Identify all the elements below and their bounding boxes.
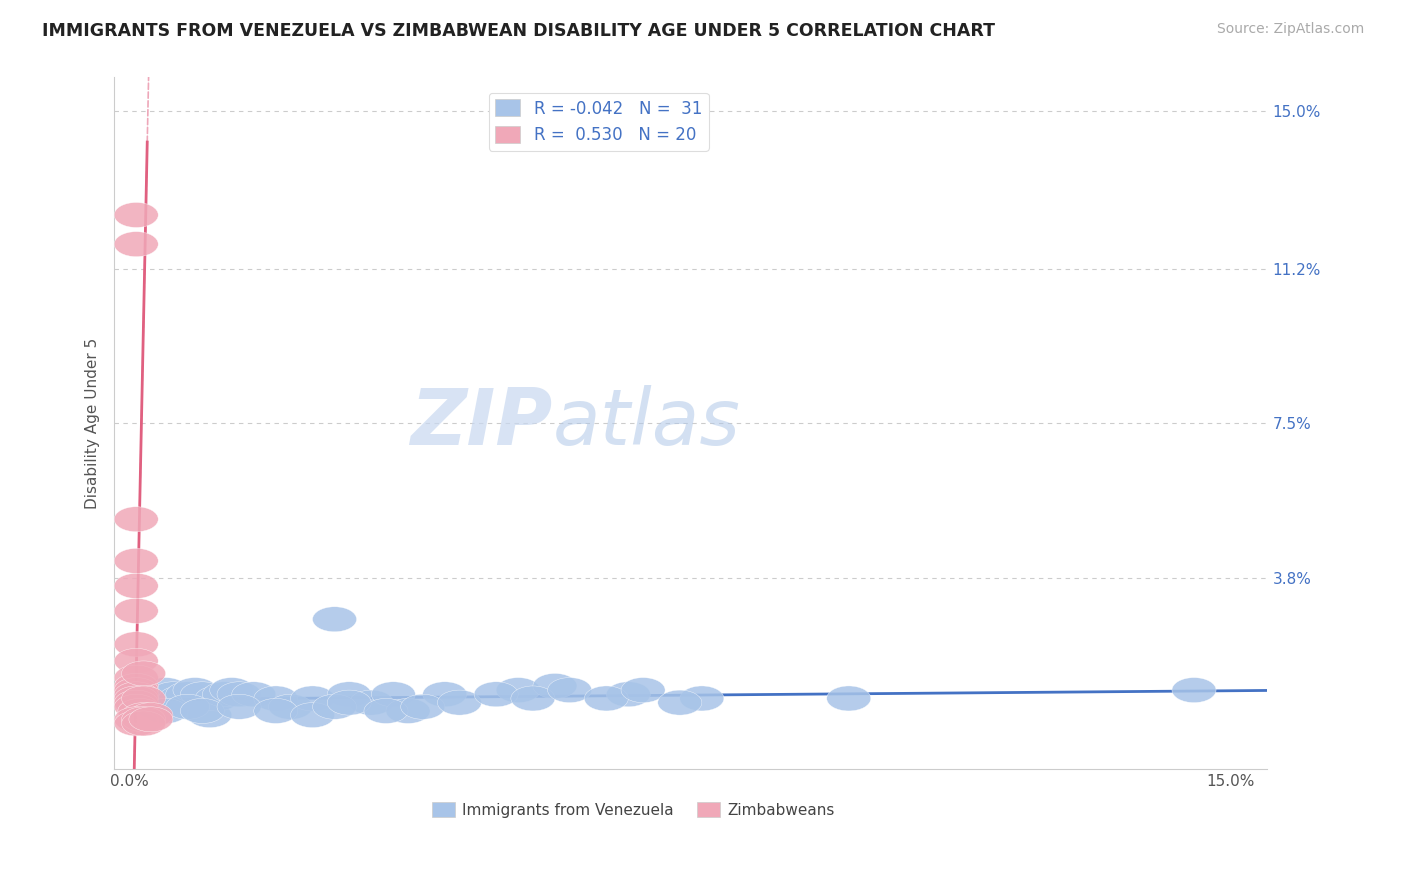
Ellipse shape (209, 678, 253, 703)
Ellipse shape (114, 681, 159, 706)
Ellipse shape (121, 661, 166, 686)
Ellipse shape (114, 694, 159, 719)
Ellipse shape (129, 690, 173, 715)
Ellipse shape (114, 711, 159, 736)
Ellipse shape (510, 686, 555, 711)
Text: Source: ZipAtlas.com: Source: ZipAtlas.com (1216, 22, 1364, 37)
Ellipse shape (114, 202, 159, 227)
Ellipse shape (118, 698, 162, 723)
Ellipse shape (114, 678, 159, 703)
Ellipse shape (166, 681, 209, 706)
Ellipse shape (114, 574, 159, 599)
Ellipse shape (114, 507, 159, 532)
Ellipse shape (423, 681, 467, 706)
Ellipse shape (129, 703, 173, 728)
Ellipse shape (166, 694, 209, 719)
Ellipse shape (114, 681, 159, 706)
Ellipse shape (291, 703, 335, 728)
Ellipse shape (150, 681, 195, 706)
Legend: Immigrants from Venezuela, Zimbabweans: Immigrants from Venezuela, Zimbabweans (426, 796, 841, 824)
Ellipse shape (114, 686, 159, 711)
Ellipse shape (121, 686, 166, 711)
Ellipse shape (114, 673, 159, 698)
Text: ZIP: ZIP (411, 385, 553, 461)
Ellipse shape (364, 698, 408, 723)
Ellipse shape (202, 681, 246, 706)
Ellipse shape (269, 694, 312, 719)
Ellipse shape (312, 694, 357, 719)
Ellipse shape (217, 681, 262, 706)
Ellipse shape (159, 686, 202, 711)
Ellipse shape (114, 690, 159, 715)
Ellipse shape (114, 648, 159, 673)
Ellipse shape (180, 681, 225, 706)
Ellipse shape (121, 686, 166, 711)
Ellipse shape (217, 694, 262, 719)
Ellipse shape (114, 549, 159, 574)
Text: IMMIGRANTS FROM VENEZUELA VS ZIMBABWEAN DISABILITY AGE UNDER 5 CORRELATION CHART: IMMIGRANTS FROM VENEZUELA VS ZIMBABWEAN … (42, 22, 995, 40)
Ellipse shape (114, 632, 159, 657)
Ellipse shape (114, 599, 159, 624)
Ellipse shape (121, 706, 166, 731)
Ellipse shape (114, 665, 159, 690)
Ellipse shape (173, 678, 217, 703)
Ellipse shape (121, 711, 166, 736)
Ellipse shape (827, 686, 870, 711)
Ellipse shape (658, 690, 702, 715)
Ellipse shape (114, 232, 159, 257)
Ellipse shape (371, 681, 415, 706)
Y-axis label: Disability Age Under 5: Disability Age Under 5 (86, 338, 100, 509)
Ellipse shape (585, 686, 628, 711)
Ellipse shape (291, 686, 335, 711)
Ellipse shape (328, 690, 371, 715)
Ellipse shape (253, 698, 298, 723)
Ellipse shape (681, 686, 724, 711)
Ellipse shape (180, 698, 225, 723)
Ellipse shape (401, 694, 444, 719)
Ellipse shape (621, 678, 665, 703)
Ellipse shape (474, 681, 519, 706)
Ellipse shape (533, 673, 576, 698)
Ellipse shape (312, 607, 357, 632)
Ellipse shape (136, 694, 180, 719)
Ellipse shape (143, 698, 187, 723)
Text: atlas: atlas (553, 385, 741, 461)
Ellipse shape (547, 678, 592, 703)
Ellipse shape (1173, 678, 1216, 703)
Ellipse shape (187, 703, 232, 728)
Ellipse shape (328, 681, 371, 706)
Ellipse shape (143, 678, 187, 703)
Ellipse shape (129, 706, 173, 731)
Ellipse shape (253, 686, 298, 711)
Ellipse shape (496, 678, 540, 703)
Ellipse shape (606, 681, 651, 706)
Ellipse shape (121, 703, 166, 728)
Ellipse shape (195, 686, 239, 711)
Ellipse shape (114, 706, 159, 731)
Ellipse shape (387, 698, 430, 723)
Ellipse shape (349, 690, 394, 715)
Ellipse shape (437, 690, 481, 715)
Ellipse shape (232, 681, 276, 706)
